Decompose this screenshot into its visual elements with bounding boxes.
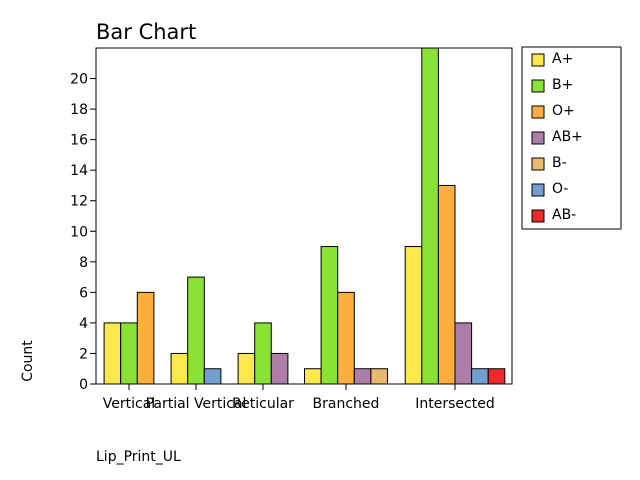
- x-axis-label: Lip_Print_UL: [96, 449, 181, 465]
- bar-intersected-abpos: [454, 322, 473, 385]
- bar-vertical-opos: [136, 291, 155, 385]
- legend-entry: A+: [552, 51, 573, 67]
- y-tick-label: 10: [70, 224, 88, 240]
- y-tick-label: 14: [70, 163, 88, 179]
- bar-intersected-bpos: [421, 47, 439, 385]
- bar-reticular-apos: [237, 352, 256, 385]
- y-tick-label: 16: [70, 133, 88, 149]
- bar-intersected-abneg: [487, 368, 506, 385]
- legend: A+ B+ O+ AB+ B- O- AB-: [521, 46, 622, 230]
- bar-intersected-apos: [404, 246, 423, 385]
- legend-swatch: [531, 53, 545, 67]
- y-tick-label: 20: [70, 72, 88, 88]
- x-tick-label: Vertical: [103, 396, 155, 412]
- y-tick-label: 0: [79, 377, 88, 393]
- bar-partial-vertical-bpos: [187, 276, 205, 385]
- y-axis-label: Count: [20, 340, 36, 382]
- y-tick-label: 4: [79, 316, 88, 332]
- bar-branched-bpos: [320, 246, 339, 385]
- plot-frame: [95, 47, 513, 385]
- legend-entry: AB+: [552, 129, 583, 145]
- legend-entry: AB-: [552, 207, 576, 223]
- bar-branched-abpos: [353, 368, 372, 385]
- y-tick-label: 2: [79, 346, 88, 362]
- x-tick-label: Intersected: [415, 396, 494, 412]
- bar-partial-vertical-apos: [170, 352, 189, 385]
- legend-swatch: [531, 79, 545, 93]
- legend-entry: B-: [552, 155, 567, 171]
- bar-vertical-bpos: [120, 322, 138, 385]
- x-tick-label: Branched: [313, 396, 380, 412]
- x-tick-label: Partial Vertical: [146, 396, 247, 412]
- y-tick-label: 12: [70, 194, 88, 210]
- bar-intersected-oneg: [471, 368, 489, 385]
- legend-entry: O-: [552, 181, 568, 197]
- chart-title: Bar Chart: [96, 20, 196, 44]
- legend-swatch: [531, 183, 545, 197]
- bar-partial-vertical-oneg: [203, 368, 222, 385]
- x-tick-label: Reticular: [232, 396, 294, 412]
- y-tick-label: 8: [79, 255, 88, 271]
- bar-branched-bneg: [370, 368, 388, 385]
- legend-entry: O+: [552, 103, 575, 119]
- legend-swatch: [531, 131, 545, 145]
- legend-swatch: [531, 105, 545, 119]
- bar-branched-opos: [337, 291, 355, 385]
- legend-swatch: [531, 209, 545, 223]
- y-tick-label: 6: [79, 285, 88, 301]
- bar-reticular-abpos: [270, 352, 289, 385]
- bar-branched-apos: [304, 368, 322, 385]
- legend-swatch: [531, 157, 545, 171]
- bar-intersected-opos: [437, 184, 456, 385]
- bar-vertical-apos: [103, 322, 122, 385]
- legend-entry: B+: [552, 77, 573, 93]
- y-tick-label: 18: [70, 102, 88, 118]
- bar-reticular-bpos: [254, 322, 272, 385]
